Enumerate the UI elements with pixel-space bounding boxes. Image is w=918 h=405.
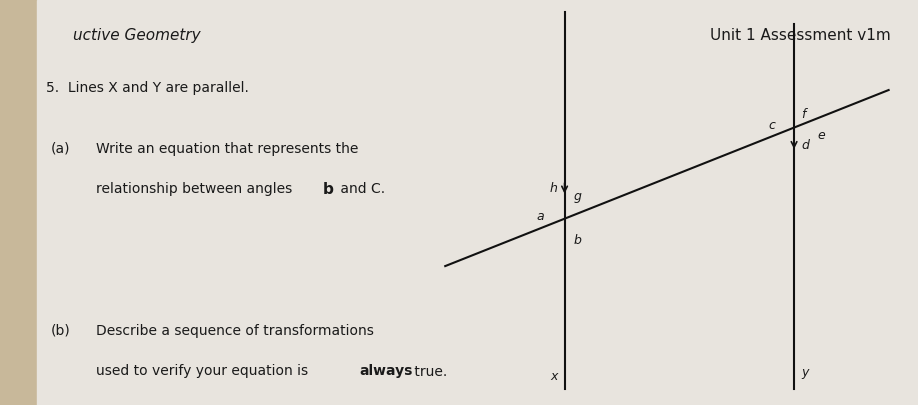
Text: g: g: [574, 190, 582, 203]
Text: (b): (b): [50, 324, 71, 338]
Text: a: a: [537, 210, 544, 223]
Text: h: h: [549, 182, 557, 195]
Text: x: x: [550, 370, 557, 383]
Text: Describe a sequence of transformations: Describe a sequence of transformations: [96, 324, 375, 338]
Text: b: b: [574, 234, 582, 247]
Text: and C.: and C.: [336, 182, 386, 196]
Text: b: b: [323, 182, 334, 197]
Text: f: f: [801, 108, 806, 121]
Text: used to verify your equation is: used to verify your equation is: [96, 364, 313, 379]
Text: (a): (a): [50, 142, 70, 156]
Text: c: c: [769, 119, 776, 132]
Text: true.: true.: [410, 364, 448, 379]
Text: relationship between angles: relationship between angles: [96, 182, 297, 196]
Text: 5.  Lines X and Y are parallel.: 5. Lines X and Y are parallel.: [46, 81, 249, 95]
Text: e: e: [817, 129, 824, 142]
Text: Write an equation that represents the: Write an equation that represents the: [96, 142, 359, 156]
Text: y: y: [801, 366, 809, 379]
Text: d: d: [801, 139, 810, 152]
Text: always: always: [360, 364, 413, 379]
Text: Unit 1 Assessment v1m: Unit 1 Assessment v1m: [710, 28, 890, 43]
Text: uctive Geometry: uctive Geometry: [73, 28, 201, 43]
